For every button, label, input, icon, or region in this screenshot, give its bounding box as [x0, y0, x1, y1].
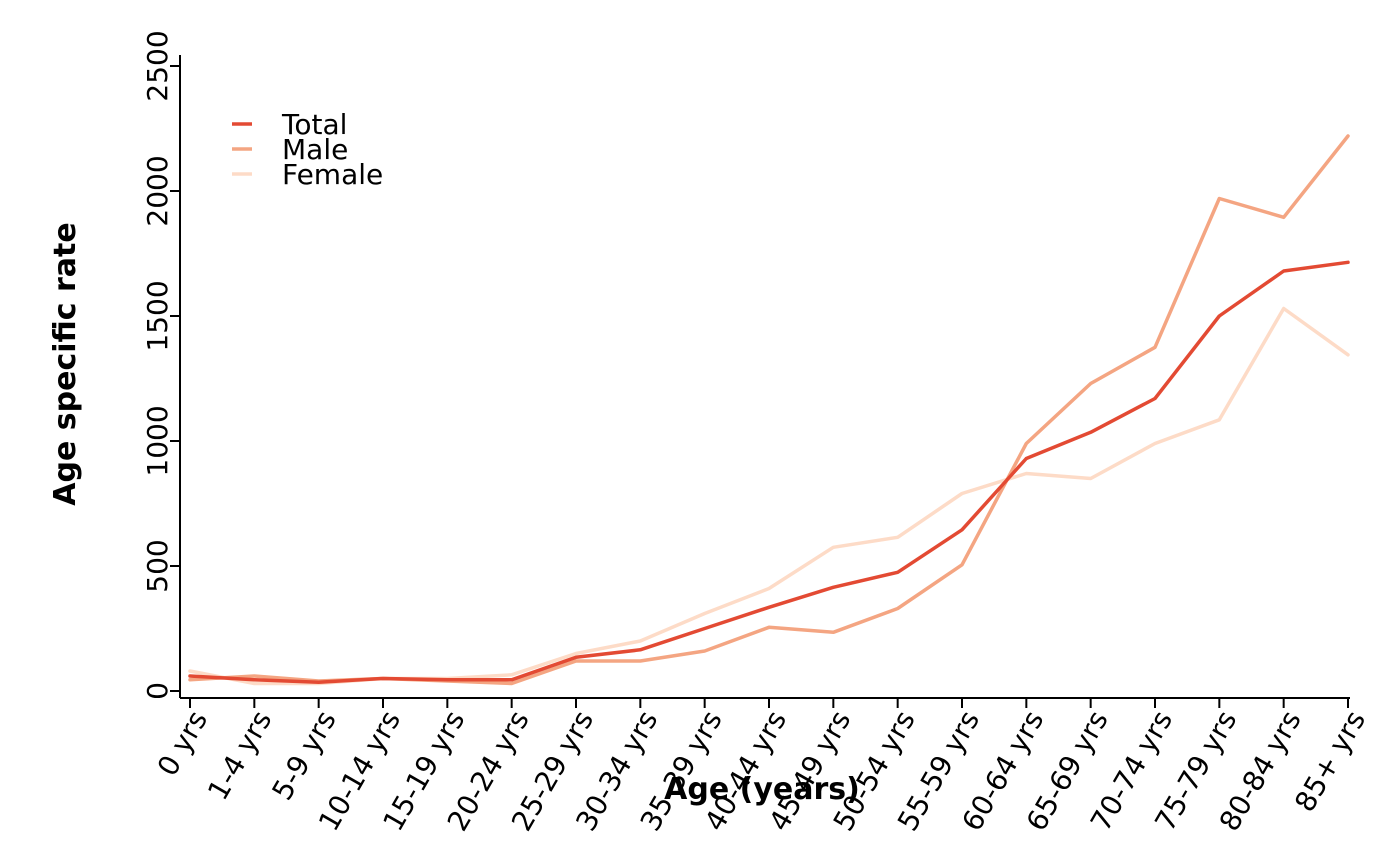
x-tick-label: 0 yrs [151, 705, 214, 782]
legend-label-female: Female [282, 158, 383, 191]
x-axis-title: Age (years) [664, 772, 860, 807]
y-ticks: 0 500 1000 1500 2000 2500 [141, 30, 180, 700]
series-line-total [188, 260, 1350, 685]
axes [179, 55, 1350, 699]
y-tick-label: 0 [141, 682, 174, 700]
legend-label-total: Total [281, 108, 347, 141]
series-line-male [188, 134, 1350, 686]
y-axis-title: Age specific rate [48, 222, 83, 505]
y-tick-label: 500 [141, 539, 174, 592]
y-tick-label: 1500 [141, 280, 174, 351]
y-tick-label: 1000 [141, 405, 174, 476]
y-tick-label: 2500 [141, 30, 174, 101]
series-lines [188, 134, 1350, 686]
y-tick-label: 2000 [141, 155, 174, 226]
legend-label-male: Male [282, 133, 348, 166]
